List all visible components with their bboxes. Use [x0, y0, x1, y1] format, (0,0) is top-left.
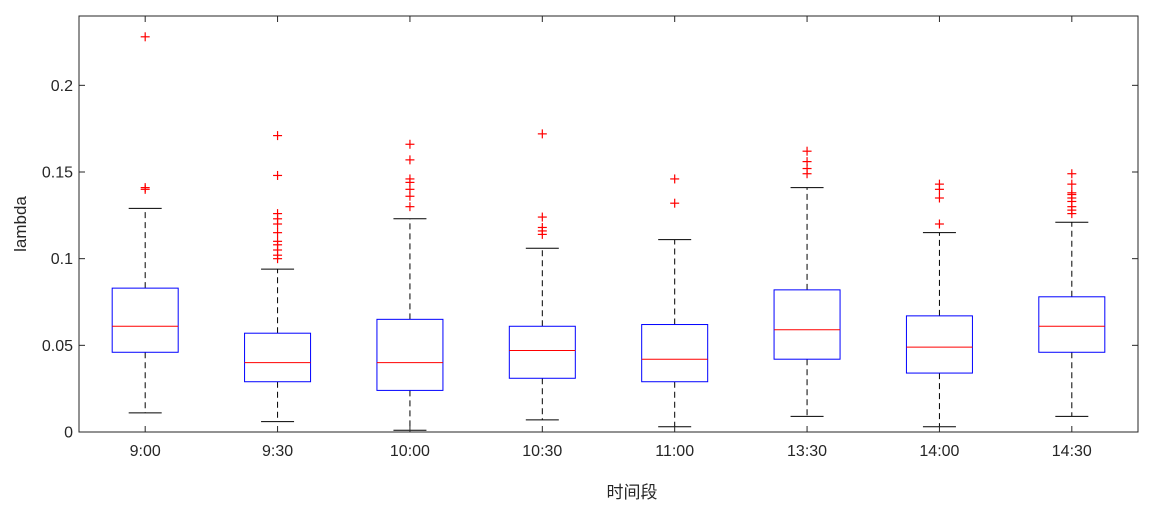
outlier-point — [140, 183, 150, 193]
outlier-point — [405, 139, 415, 149]
outlier-point — [1067, 188, 1077, 198]
outlier-point — [405, 174, 415, 184]
x-axis-title: 时间段 — [607, 483, 658, 502]
outlier-point — [273, 209, 283, 219]
outlier-point — [670, 198, 680, 208]
iqr-box — [111, 287, 179, 353]
x-tick-label: 13:30 — [787, 443, 827, 460]
x-axis-ticks: 9:00 9:30 10:00 10:30 11:00 13:30 14:00 14:30 — [130, 16, 1092, 460]
box-group — [111, 32, 179, 414]
iqr-box — [1038, 296, 1106, 353]
outlier-point — [670, 174, 680, 184]
outlier-point — [273, 131, 283, 141]
iqr-box — [244, 332, 312, 383]
outlier-point — [273, 170, 283, 180]
outlier-point — [537, 222, 547, 232]
y-tick-label: 0.05 — [42, 338, 73, 355]
outlier-point — [934, 193, 944, 203]
outlier-point — [273, 228, 283, 238]
box-group — [1038, 169, 1106, 417]
outlier-point — [1067, 169, 1077, 179]
plot-area — [78, 15, 1139, 433]
y-axis-ticks: 0 0.05 0.1 0.15 0.2 — [42, 78, 1138, 442]
outlier-point — [537, 212, 547, 222]
y-tick-label: 0.1 — [51, 251, 73, 268]
y-tick-label: 0.2 — [51, 78, 73, 95]
x-tick-label: 9:30 — [262, 443, 293, 460]
outlier-point — [273, 236, 283, 246]
box-group — [773, 146, 841, 417]
box-group — [508, 129, 576, 421]
outlier-point — [934, 179, 944, 189]
iqr-box — [641, 324, 709, 383]
outlier-point — [1067, 179, 1077, 189]
box-group — [905, 179, 973, 428]
x-tick-label: 10:30 — [522, 443, 562, 460]
iqr-box — [905, 315, 973, 374]
box-group — [641, 174, 709, 428]
x-tick-label: 14:00 — [919, 443, 959, 460]
iqr-box — [376, 318, 444, 391]
box-group — [376, 139, 444, 431]
outlier-point — [802, 157, 812, 167]
outlier-point — [802, 146, 812, 156]
x-tick-label: 10:00 — [390, 443, 430, 460]
y-tick-label: 0 — [64, 425, 73, 442]
x-tick-label: 9:00 — [130, 443, 161, 460]
x-tick-label: 11:00 — [655, 443, 694, 460]
outlier-point — [140, 32, 150, 42]
y-tick-label: 0.15 — [42, 165, 73, 182]
box-group — [244, 131, 312, 423]
outlier-point — [934, 219, 944, 229]
outlier-point — [405, 202, 415, 212]
outlier-point — [537, 129, 547, 139]
axes-frame — [78, 15, 1139, 433]
y-axis-title: lambda — [11, 196, 30, 252]
iqr-box — [508, 325, 576, 379]
iqr-box — [773, 289, 841, 360]
x-tick-label: 14:30 — [1052, 443, 1092, 460]
outlier-point — [405, 155, 415, 165]
